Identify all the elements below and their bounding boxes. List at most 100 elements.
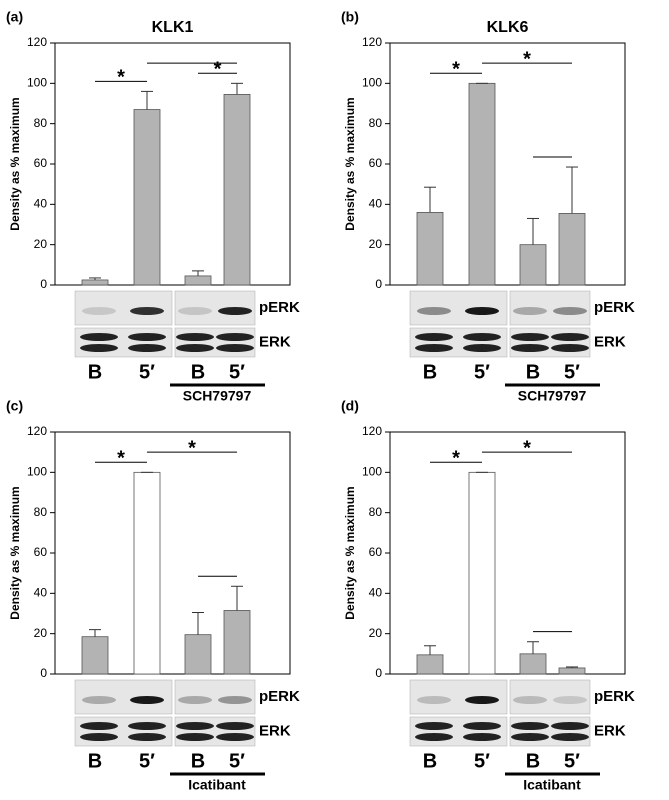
blot-band [176,344,214,352]
blot-band [176,333,214,341]
blot-band [178,307,212,315]
blot-label: pERK [594,688,635,705]
y-tick-label: 40 [369,586,383,600]
blot-band [465,307,499,315]
x-tick-label: B [88,750,102,772]
blot [74,716,173,747]
y-tick-label: 120 [362,424,382,438]
blot-label: ERK [594,722,626,739]
blot-band [463,733,501,741]
blot [74,327,173,358]
y-tick-label: 40 [34,197,48,211]
blot-band [463,722,501,730]
bar [184,634,212,675]
blot-band [513,307,547,315]
y-tick-label: 60 [34,156,48,170]
blot-band [176,722,214,730]
x-tick-label: 5′ [474,361,490,383]
group-label: SCH79797 [518,388,587,404]
chart-title: KLK6 [487,19,529,36]
blot-band [415,344,453,352]
blot-band [216,333,254,341]
x-tick-label: 5′ [564,750,580,772]
blot [174,327,256,358]
blot-band [218,696,252,704]
y-tick-label: 80 [34,116,48,130]
blot-band [551,722,589,730]
blot-band [511,722,549,730]
blot-band [417,307,451,315]
blot-band [415,733,453,741]
blot [509,716,591,747]
blot-band [130,307,164,315]
bar [223,610,251,675]
blot-band [513,696,547,704]
blot-band [551,333,589,341]
blot-band [511,344,549,352]
y-tick-label: 60 [34,545,48,559]
blot-label: pERK [259,299,300,316]
y-tick-label: 0 [375,277,382,291]
blot-band [130,696,164,704]
blot-band [415,333,453,341]
blot-band [511,333,549,341]
blot-band [176,733,214,741]
bar [416,654,444,675]
bar [558,213,586,286]
blot-label: ERK [594,333,626,350]
y-tick-label: 20 [34,237,48,251]
x-tick-label: B [423,750,437,772]
y-tick-label: 80 [34,505,48,519]
blot-band [128,722,166,730]
blot [509,327,591,358]
y-tick-label: 120 [27,35,47,49]
blot-label: ERK [259,333,291,350]
bar [519,244,547,286]
y-tick-label: 0 [375,666,382,680]
blot-band [80,333,118,341]
x-tick-label: B [191,361,205,383]
blot-band [553,696,587,704]
x-tick-label: B [191,750,205,772]
blot-band [463,333,501,341]
blot-band [551,344,589,352]
y-tick-label: 80 [369,116,383,130]
bar [133,471,161,675]
bar [468,82,496,286]
x-tick-label: 5′ [139,750,155,772]
x-tick-label: 5′ [229,361,245,383]
bar [184,275,212,286]
x-tick-label: B [526,750,540,772]
panel-label: (a) [6,9,23,25]
y-tick-label: 0 [40,666,47,680]
x-tick-label: 5′ [474,750,490,772]
y-axis-label: Density as % maximum [343,486,357,619]
blot-band [511,733,549,741]
bar [416,211,444,286]
group-label: Icatibant [523,777,581,793]
bar [223,94,251,286]
blot-band [417,696,451,704]
bar [468,471,496,675]
blot [174,679,256,715]
x-tick-label: B [423,361,437,383]
blot-label: pERK [259,688,300,705]
blot-band [82,307,116,315]
blot-band [128,333,166,341]
blot [174,716,256,747]
significance-mark: * [523,437,531,459]
significance-mark: * [452,59,460,81]
x-tick-label: 5′ [139,361,155,383]
y-tick-label: 100 [362,465,382,479]
significance-mark: * [117,67,125,89]
y-tick-label: 60 [369,156,383,170]
significance-mark: * [117,448,125,470]
blot-band [551,733,589,741]
blot-band [415,722,453,730]
blot-band [216,344,254,352]
x-tick-label: 5′ [564,361,580,383]
blot-band [465,696,499,704]
significance-mark: * [523,48,531,70]
y-tick-label: 40 [34,586,48,600]
